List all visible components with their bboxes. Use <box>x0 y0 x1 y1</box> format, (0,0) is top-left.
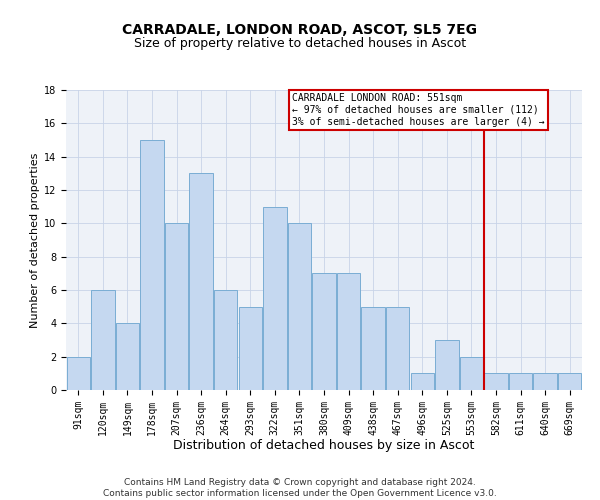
Bar <box>533 374 557 390</box>
Bar <box>116 324 139 390</box>
X-axis label: Distribution of detached houses by size in Ascot: Distribution of detached houses by size … <box>173 439 475 452</box>
Bar <box>484 374 508 390</box>
Bar <box>386 306 409 390</box>
Bar <box>214 290 238 390</box>
Bar <box>239 306 262 390</box>
Text: Contains HM Land Registry data © Crown copyright and database right 2024.
Contai: Contains HM Land Registry data © Crown c… <box>103 478 497 498</box>
Bar <box>140 140 164 390</box>
Bar <box>165 224 188 390</box>
Text: Size of property relative to detached houses in Ascot: Size of property relative to detached ho… <box>134 38 466 51</box>
Text: CARRADALE, LONDON ROAD, ASCOT, SL5 7EG: CARRADALE, LONDON ROAD, ASCOT, SL5 7EG <box>122 22 478 36</box>
Bar <box>558 374 581 390</box>
Bar <box>263 206 287 390</box>
Y-axis label: Number of detached properties: Number of detached properties <box>30 152 40 328</box>
Bar <box>190 174 213 390</box>
Bar <box>67 356 90 390</box>
Bar <box>91 290 115 390</box>
Bar <box>313 274 335 390</box>
Bar <box>410 374 434 390</box>
Bar <box>435 340 458 390</box>
Bar <box>509 374 532 390</box>
Bar <box>288 224 311 390</box>
Text: CARRADALE LONDON ROAD: 551sqm
← 97% of detached houses are smaller (112)
3% of s: CARRADALE LONDON ROAD: 551sqm ← 97% of d… <box>292 94 545 126</box>
Bar <box>361 306 385 390</box>
Bar <box>460 356 483 390</box>
Bar <box>337 274 360 390</box>
